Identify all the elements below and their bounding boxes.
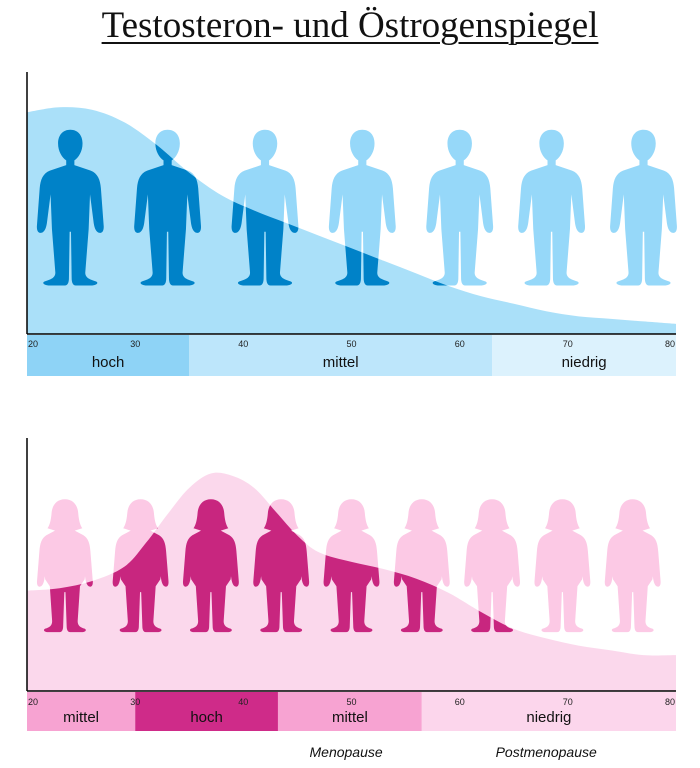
x-tick-label: 70: [563, 697, 573, 707]
female-silhouette-icon: [534, 499, 591, 633]
level-band: [492, 335, 676, 376]
hormone-chart-2: mittel hoch mittel niedrig 20 30 40 50 60 70 80 Men…: [26, 438, 676, 760]
male-silhouette-icon: [610, 129, 677, 286]
x-tick-label: 60: [455, 697, 465, 707]
x-tick-label: 80: [665, 697, 675, 707]
x-tick-label: 30: [130, 697, 140, 707]
phase-label: Postmenopause: [496, 744, 597, 760]
level-band-label: mittel: [63, 709, 99, 726]
level-band-label: niedrig: [562, 354, 607, 371]
x-tick-label: 20: [28, 339, 38, 349]
phase-label: Menopause: [310, 744, 383, 760]
male-silhouette-icon: [518, 129, 586, 286]
x-tick-label: 50: [346, 697, 356, 707]
x-tick-label: 70: [563, 339, 573, 349]
x-tick-label: 20: [28, 697, 38, 707]
level-band: [27, 335, 190, 376]
level-band: [189, 335, 493, 376]
male-silhouette-icon: [426, 129, 494, 286]
female-silhouette-icon: [604, 499, 661, 633]
x-tick-label: 50: [346, 339, 356, 349]
x-tick-label: 60: [455, 339, 465, 349]
level-band-label: hoch: [190, 709, 223, 726]
x-tick-label: 30: [130, 339, 140, 349]
level-band: [277, 692, 422, 731]
x-tick-label: 40: [238, 697, 248, 707]
hormone-chart-1: hoch mittel niedrig 20 30 40 50 60 70 80: [26, 72, 677, 376]
level-band-label: mittel: [332, 709, 368, 726]
level-band: [27, 692, 136, 731]
level-band: [421, 692, 676, 731]
level-band: [135, 692, 278, 731]
level-area: [27, 107, 676, 334]
level-band-label: hoch: [92, 354, 125, 371]
level-band-label: niedrig: [526, 709, 571, 726]
x-tick-label: 40: [238, 339, 248, 349]
chart-title: Testosteron- und Östrogenspiegel: [101, 5, 599, 46]
x-tick-label: 80: [665, 339, 675, 349]
level-band-label: mittel: [323, 354, 359, 371]
